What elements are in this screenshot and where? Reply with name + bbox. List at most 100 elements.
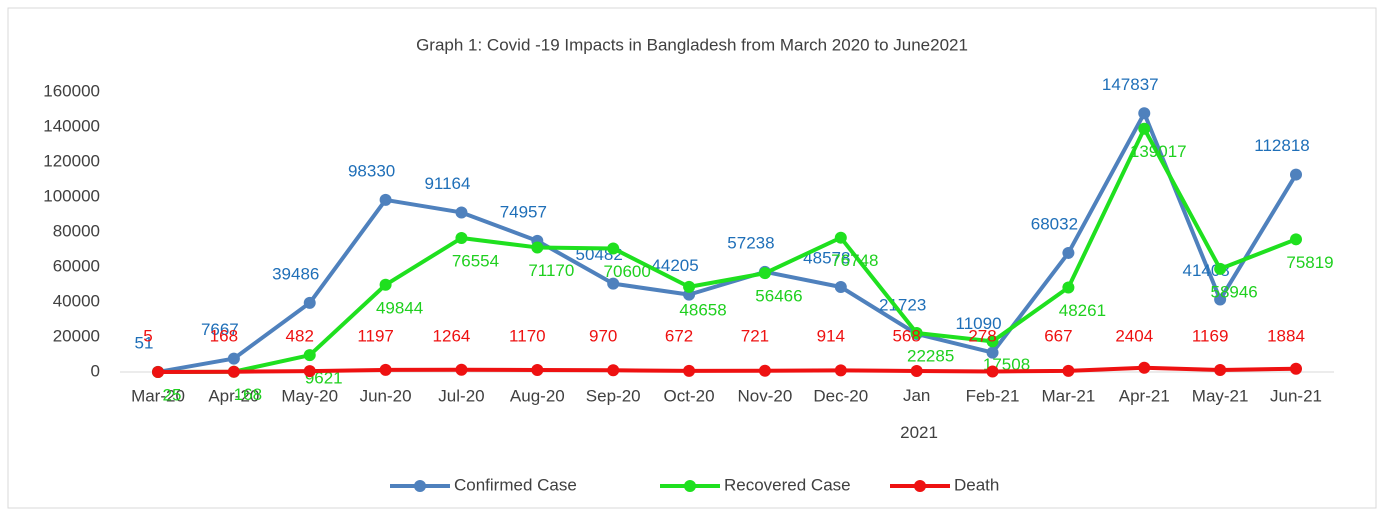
data-label: 49844	[376, 298, 423, 317]
y-tick-label: 0	[91, 361, 100, 380]
y-tick-label: 160000	[43, 81, 100, 100]
legend-label: Confirmed Case	[454, 475, 577, 494]
data-label: 1264	[433, 326, 471, 345]
data-label: 667	[1044, 326, 1072, 345]
point	[607, 364, 620, 377]
point	[1214, 293, 1227, 306]
y-tick-label: 100000	[43, 186, 100, 205]
x-tick-label: Nov-20	[738, 386, 793, 405]
point	[1062, 364, 1075, 377]
point	[379, 278, 392, 291]
point	[531, 363, 544, 376]
point	[1290, 362, 1302, 375]
data-label: 970	[589, 326, 617, 345]
point	[986, 346, 999, 359]
point	[455, 206, 468, 219]
data-label: 22285	[907, 346, 954, 365]
point	[834, 280, 847, 293]
point	[607, 242, 620, 255]
legend-marker	[684, 480, 696, 492]
data-label: 168	[234, 385, 262, 404]
data-label: 70600	[604, 262, 651, 281]
x-tick-label: Mar-20	[131, 386, 185, 405]
y-tick-label: 80000	[53, 221, 100, 240]
data-label: 147837	[1102, 75, 1159, 94]
x-tick-label: Jan 2021	[895, 386, 938, 442]
point	[1138, 122, 1151, 135]
point	[986, 335, 999, 348]
data-label: 11090	[956, 314, 1002, 333]
point	[455, 363, 468, 376]
point	[986, 365, 999, 378]
data-label: 48658	[679, 300, 726, 319]
point	[303, 365, 316, 378]
data-label: 57238	[727, 233, 774, 252]
point	[227, 352, 240, 365]
point	[152, 365, 164, 378]
point	[379, 363, 392, 376]
data-label: 914	[817, 326, 845, 345]
point	[910, 365, 923, 378]
x-tick-label: Sep-20	[586, 386, 641, 405]
point	[834, 231, 847, 244]
data-label: 56466	[755, 287, 802, 306]
data-label: 71170	[528, 261, 574, 280]
data-label: 75819	[1286, 253, 1333, 272]
data-label: 139017	[1130, 142, 1187, 161]
legend-marker	[414, 480, 426, 492]
data-label: 76748	[831, 251, 878, 270]
data-label: 39486	[272, 264, 319, 283]
data-label: 91164	[424, 174, 470, 193]
point	[531, 241, 544, 254]
x-tick-label: May-21	[1192, 386, 1249, 405]
point	[1214, 363, 1227, 376]
data-label: 44205	[651, 256, 698, 275]
data-label: 25	[163, 385, 182, 404]
x-tick-label: Aug-20	[510, 386, 565, 405]
data-label: 278	[968, 326, 996, 345]
x-tick-label: May-20	[281, 386, 338, 405]
point	[1138, 361, 1151, 374]
data-label: 672	[665, 326, 693, 345]
data-label: 7667	[201, 320, 239, 339]
point	[227, 365, 240, 378]
data-label: 58946	[1210, 282, 1257, 301]
series-line	[157, 365, 1297, 374]
point	[455, 232, 468, 245]
data-label: 48578	[803, 248, 850, 267]
data-label: 168	[210, 326, 238, 345]
y-tick-label: 40000	[53, 291, 100, 310]
data-label: 51	[135, 333, 154, 352]
y-tick-label: 140000	[43, 116, 100, 135]
data-label: 1169	[1192, 326, 1229, 345]
x-tick-label: Dec-20	[813, 386, 868, 405]
point	[1290, 168, 1302, 181]
data-label: 98330	[348, 161, 395, 180]
data-label: 76554	[452, 252, 499, 271]
data-label: 2404	[1115, 326, 1153, 345]
data-label: 48261	[1059, 301, 1106, 320]
y-tick-label: 20000	[53, 326, 100, 345]
data-label: 112818	[1254, 136, 1309, 155]
data-label: 5	[143, 326, 152, 345]
y-tick-label: 60000	[53, 256, 100, 275]
legend-label: Recovered Case	[724, 475, 851, 494]
data-label: 721	[741, 326, 769, 345]
x-tick-label: Apr-21	[1119, 386, 1170, 405]
data-label: 21723	[879, 295, 926, 314]
point	[683, 364, 696, 377]
chart-title: Graph 1: Covid -19 Impacts in Bangladesh…	[416, 35, 968, 54]
point	[303, 296, 316, 309]
series-line	[157, 126, 1297, 374]
point	[758, 267, 771, 280]
x-tick-label: Jun-21	[1270, 386, 1322, 405]
chart-frame	[7, 7, 1377, 509]
x-tick-label: Jul-20	[438, 386, 484, 405]
x-tick-label: Oct-20	[664, 386, 715, 405]
data-label: 568	[892, 326, 920, 345]
point	[303, 349, 316, 362]
data-label: 1197	[357, 326, 394, 345]
data-label: 74957	[500, 202, 547, 221]
point	[379, 193, 392, 206]
